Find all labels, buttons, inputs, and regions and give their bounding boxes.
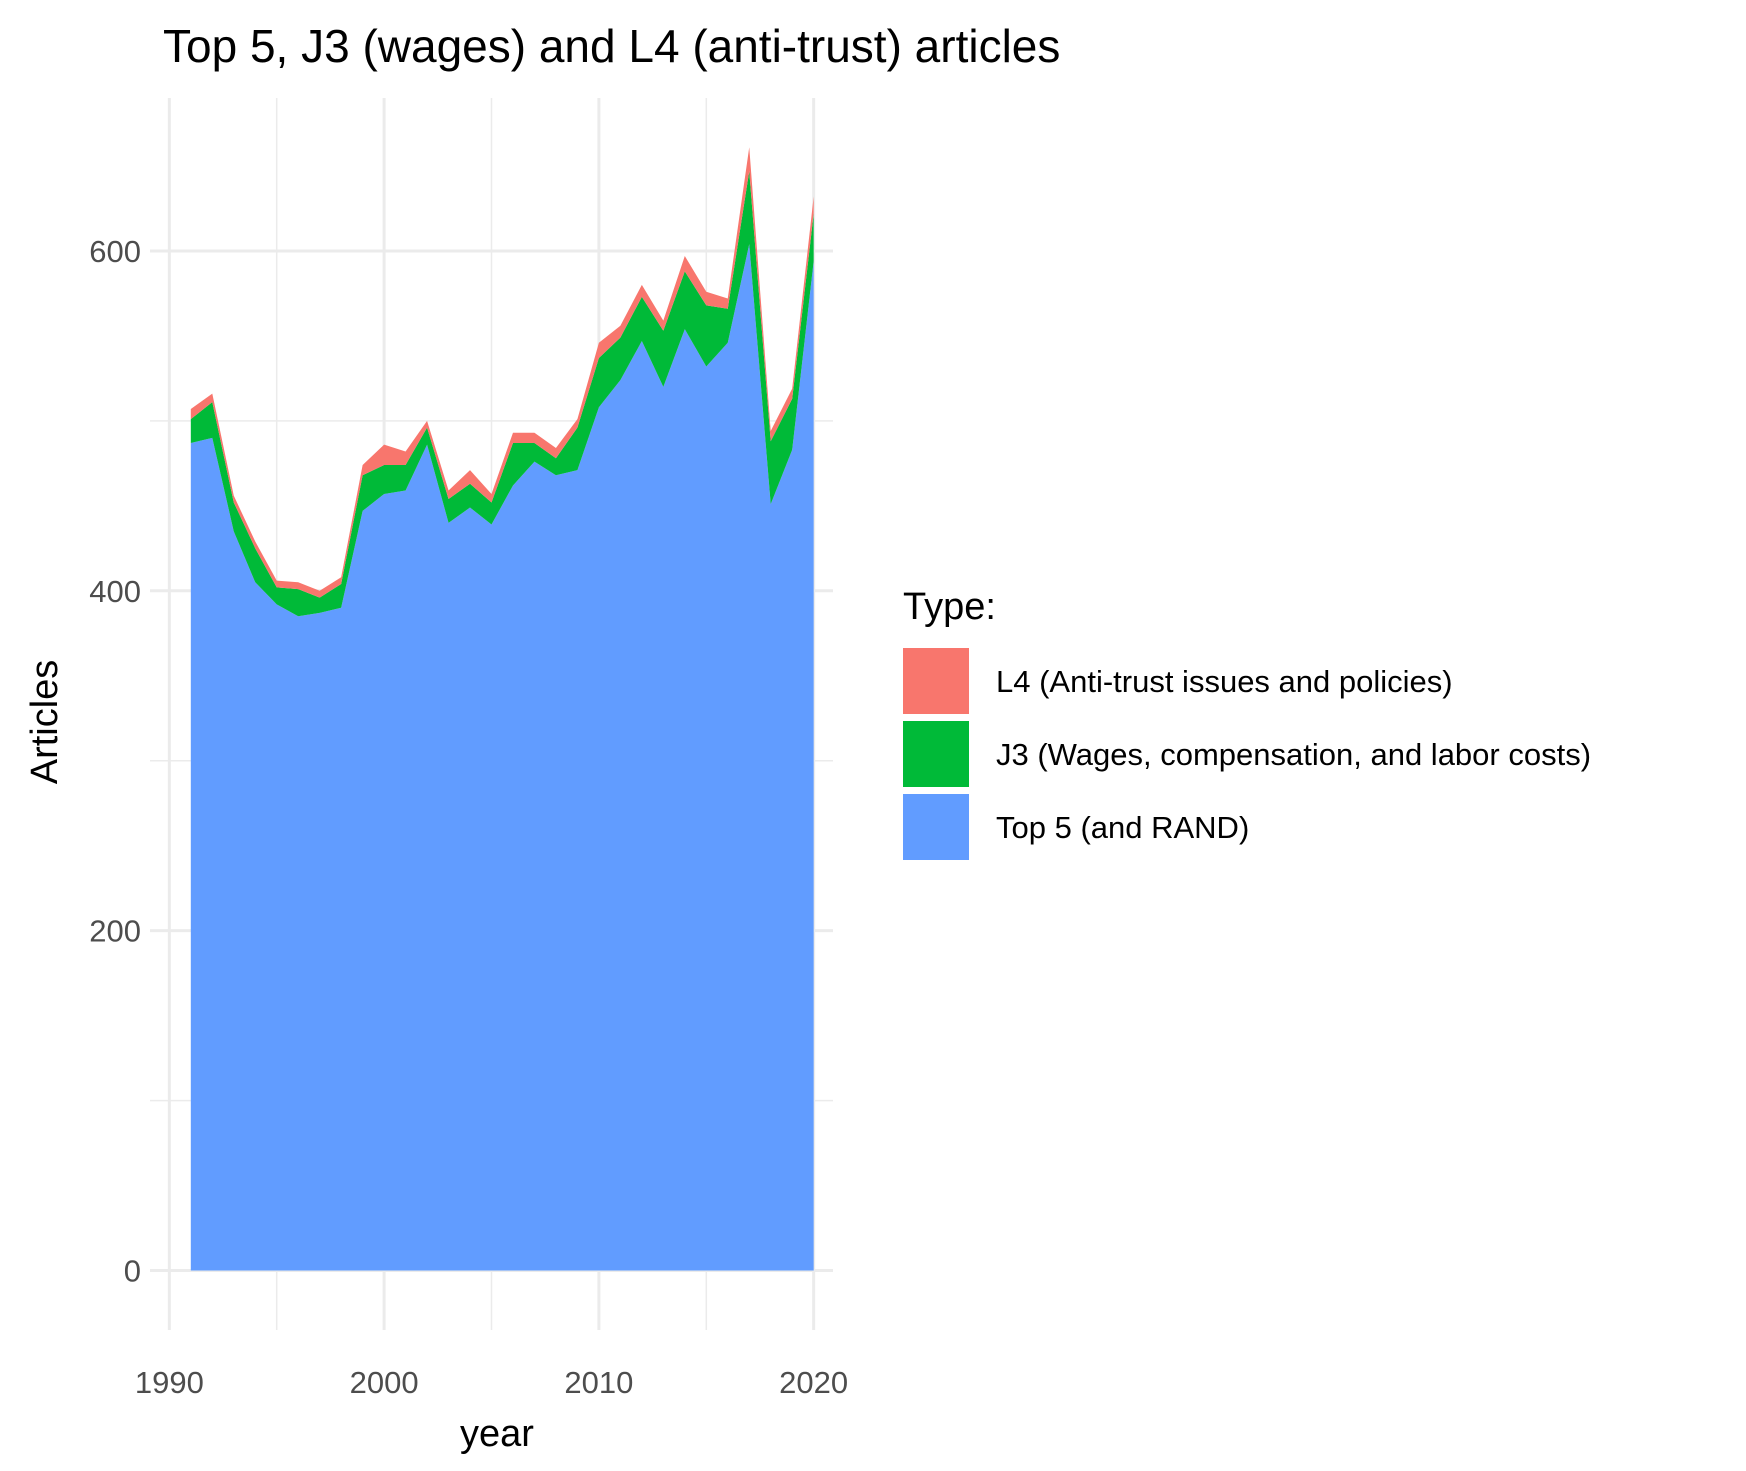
y-tick-label: 200 [89,914,141,949]
legend: Type: L4 (Anti-trust issues and policies… [903,586,1591,860]
area-series-group [190,147,814,1271]
x-tick-label: 1990 [135,1365,204,1400]
y-tick-label: 400 [89,574,141,609]
legend-label: L4 (Anti-trust issues and policies) [996,664,1453,699]
legend-swatch [903,721,969,787]
legend-title: Type: [903,586,996,628]
area-series-2 [190,147,814,598]
area-series-1 [190,171,814,617]
x-tick-label: 2000 [350,1365,419,1400]
legend-label: Top 5 (and RAND) [996,810,1249,845]
legend-label: J3 (Wages, compensation, and labor costs… [996,737,1591,772]
x-tick-label: 2020 [779,1365,848,1400]
legend-swatch [903,794,969,860]
legend-swatch [903,648,969,714]
y-tick-label: 600 [89,234,141,269]
y-tick-label: 0 [124,1254,141,1289]
x-axis-title: year [460,1413,534,1455]
x-axis-tick-labels: 1990 2000 2010 2020 [135,1365,848,1400]
y-axis-title: Articles [24,660,66,785]
y-axis-tick-labels: 0 200 400 600 [89,234,141,1289]
legend-items: L4 (Anti-trust issues and policies) J3 (W… [903,648,1591,860]
x-tick-label: 2010 [564,1365,633,1400]
chart-title: Top 5, J3 (wages) and L4 (anti-trust) ar… [163,20,1060,72]
area-series-0 [190,244,814,1271]
